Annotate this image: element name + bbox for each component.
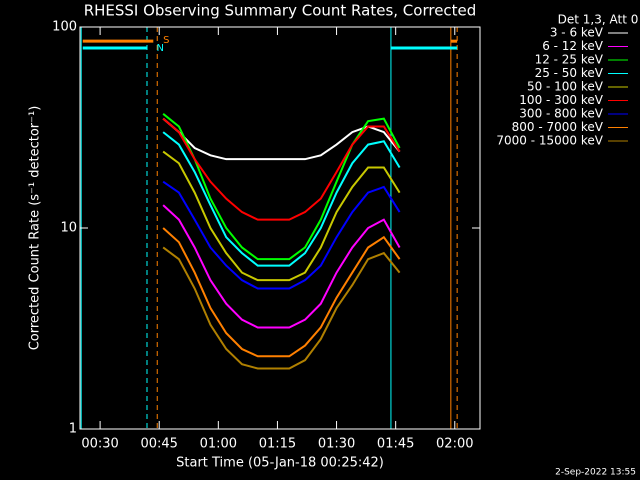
x-tick-label: 00:30: [81, 437, 118, 452]
legend-label: 300 - 800 keV: [519, 107, 603, 121]
x-tick-label: 01:00: [200, 437, 237, 452]
legend-label: 25 - 50 keV: [535, 66, 604, 80]
legend-label: 50 - 100 keV: [527, 80, 604, 94]
x-tick-label: 00:45: [140, 437, 177, 452]
x-axis-label: Start Time (05-Jan-18 00:25:42): [176, 456, 384, 471]
series-line: [162, 113, 401, 261]
series-line: [162, 117, 401, 221]
series-line: [162, 150, 401, 282]
series-line: [162, 180, 401, 290]
x-tick-label: 01:45: [377, 437, 414, 452]
legend-label: 6 - 12 keV: [542, 39, 604, 53]
legend-label: 7000 - 15000 keV: [496, 134, 603, 148]
series-line: [162, 117, 401, 161]
legend-label: 800 - 7000 keV: [512, 120, 604, 134]
series-line: [162, 227, 401, 358]
flag-label: N: [156, 43, 163, 54]
series-line: [162, 246, 401, 370]
legend-label: 12 - 25 keV: [535, 53, 604, 67]
y-tick-label: 10: [60, 221, 77, 236]
x-tick-label: 01:30: [318, 437, 355, 452]
legend-label: 3 - 6 keV: [550, 26, 604, 40]
flag-label: S: [163, 35, 169, 46]
legend-label: 100 - 300 keV: [519, 93, 603, 107]
legend-title: Det 1,3, Att 0: [558, 13, 639, 27]
x-tick-label: 01:15: [259, 437, 296, 452]
y-axis-label: Corrected Count Rate (s⁻¹ detector⁻¹): [28, 106, 43, 351]
date-stamp: 2-Sep-2022 13:55: [555, 468, 636, 478]
chart-title: RHESSI Observing Summary Count Rates, Co…: [84, 2, 477, 20]
series-line: [162, 131, 401, 267]
y-tick-label: 100: [52, 20, 77, 35]
y-tick-label: 1: [69, 422, 77, 437]
series-line: [162, 204, 401, 329]
x-tick-label: 02:00: [436, 437, 473, 452]
